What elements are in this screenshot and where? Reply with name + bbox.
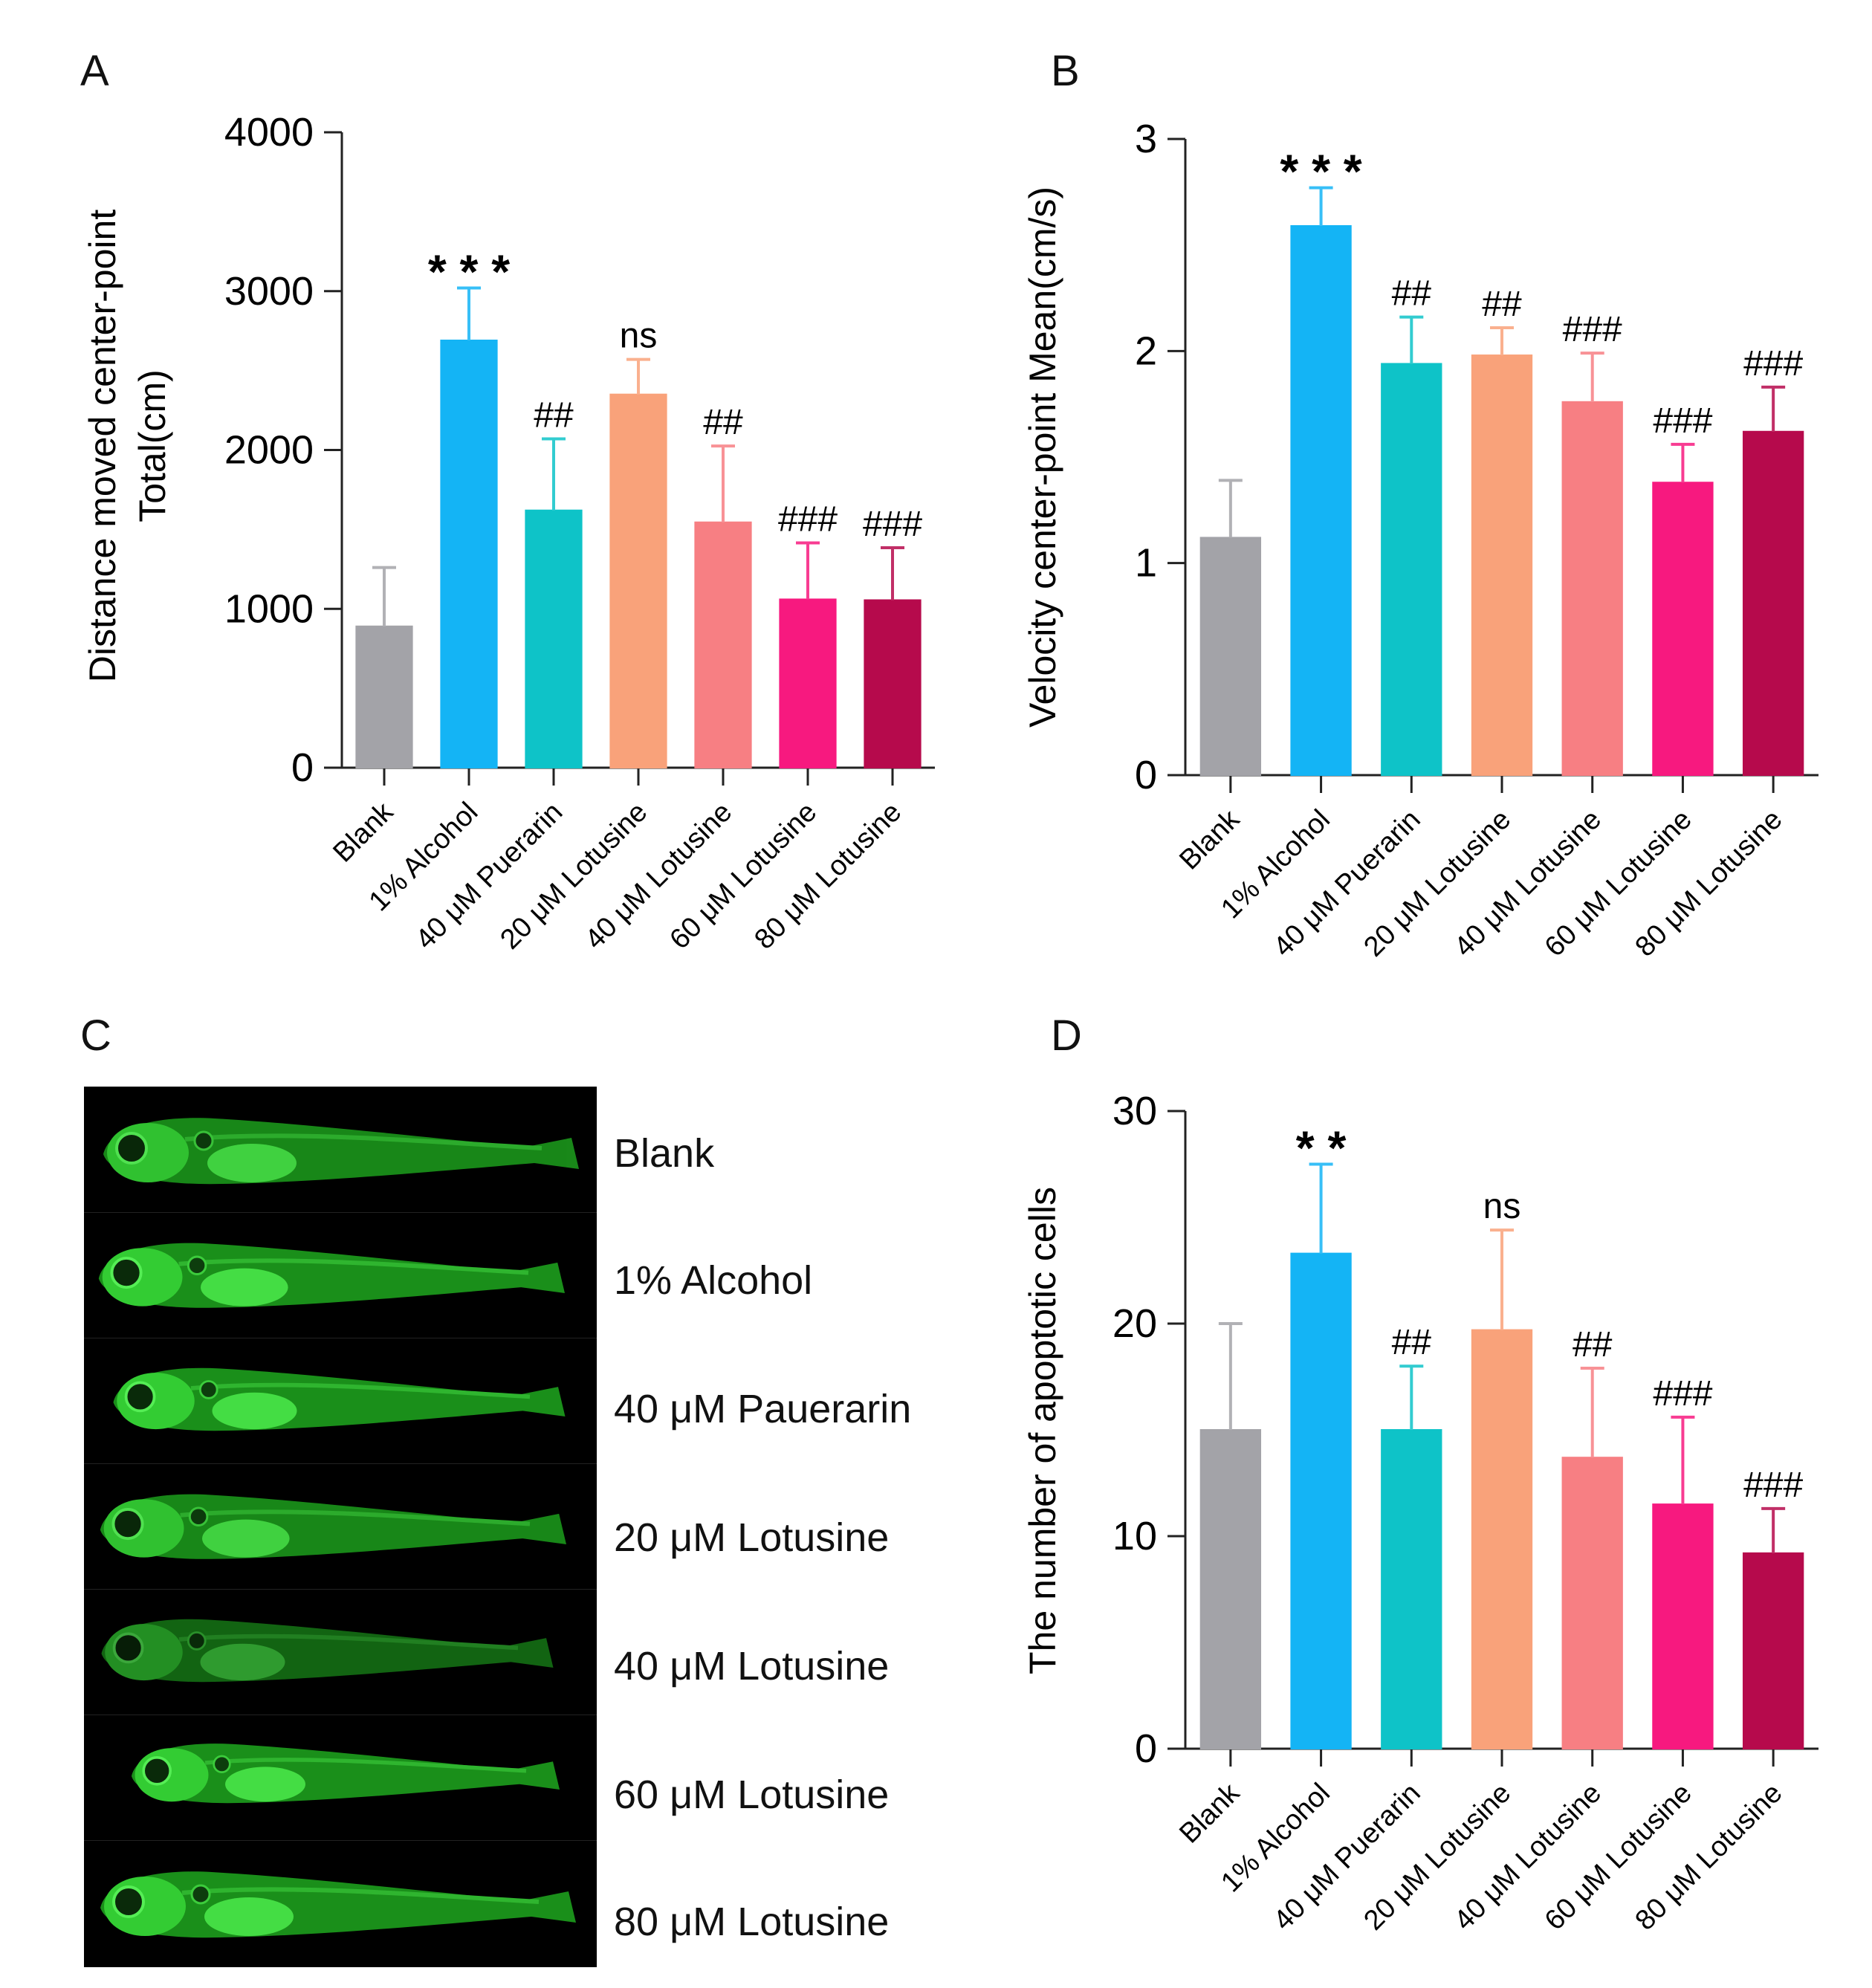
significance-label: * * (1296, 1121, 1347, 1175)
y-tick-label: 4000 (224, 110, 314, 155)
fish-silhouette (113, 1367, 566, 1431)
bar (1652, 482, 1714, 776)
fish-image (84, 1338, 597, 1464)
y-axis-label: Velocity center-point Mean(cm/s) (1022, 187, 1063, 728)
significance-label: ## (1392, 274, 1432, 314)
bar (355, 625, 413, 769)
y-tick-label: 20 (1112, 1301, 1157, 1346)
significance-label: ## (1392, 1323, 1432, 1362)
x-tick-label: 40 μM Lotusine (579, 797, 738, 956)
significance-label: ### (1743, 344, 1803, 383)
fish-label: 60 μM Lotusine (614, 1772, 890, 1817)
fish-silhouette (98, 1243, 566, 1308)
bar (525, 509, 583, 768)
fish-label: 20 μM Lotusine (614, 1515, 890, 1560)
significance-label: ns (1483, 1187, 1521, 1226)
significance-label: * * * (1280, 145, 1361, 198)
bar (1652, 1503, 1714, 1749)
significance-label: ## (1573, 1325, 1613, 1364)
chart-a: Distance moved center-point Total(cm) 0 100… (82, 110, 935, 956)
panel-letter-d: D (1051, 1011, 1082, 1060)
x-tick-label: Blank (327, 796, 400, 869)
fish-image (84, 1087, 597, 1213)
fish-label: Blank (614, 1131, 715, 1176)
fish-image (84, 1715, 597, 1841)
y-tick-label: 2 (1135, 328, 1157, 373)
fish-image (84, 1589, 597, 1715)
y-tick-label: 3 (1135, 117, 1157, 161)
significance-label: ### (1653, 401, 1712, 441)
panel-letter-c: C (80, 1011, 111, 1060)
significance-label: ### (778, 500, 838, 540)
bar (609, 393, 667, 768)
x-tick-label: 80 μM Lotusine (748, 797, 907, 956)
bar (694, 521, 752, 768)
x-tick-label: 60 μM Lotusine (664, 797, 823, 956)
bar (1381, 1429, 1442, 1749)
y-tick-label: 0 (1135, 753, 1157, 797)
bar (1290, 1252, 1352, 1749)
bar (1290, 224, 1352, 776)
significance-label: ### (1563, 310, 1622, 349)
fish-silhouette (132, 1743, 560, 1804)
x-tick-label: 20 μM Lotusine (494, 797, 653, 956)
fish-silhouette (101, 1619, 554, 1683)
bar (1199, 537, 1262, 777)
y-tick-label: 30 (1112, 1089, 1157, 1133)
y-tick-label: 0 (1135, 1726, 1157, 1771)
fluorescence-image-panel (84, 1087, 597, 1967)
bar (440, 340, 498, 768)
y-axis-label: Distance moved center-point (82, 210, 123, 683)
y-axis-label: The number of apoptotic cells (1022, 1187, 1063, 1674)
significance-label: ## (1482, 285, 1522, 324)
fish-silhouette (100, 1494, 567, 1559)
fish-silhouette (103, 1118, 579, 1185)
y-tick-label: 3000 (224, 269, 314, 314)
bar (1742, 430, 1804, 776)
fish-silhouette (100, 1871, 576, 1938)
fish-label: 1% Alcohol (614, 1258, 813, 1303)
x-tick-label: Blank (1173, 803, 1246, 876)
y-tick-label: 1 (1135, 541, 1157, 586)
x-tick-label: 40 μM Puerarin (409, 797, 569, 956)
bar (1561, 401, 1623, 777)
significance-label: ns (620, 317, 658, 356)
bar (1471, 354, 1533, 777)
fish-image (84, 1463, 597, 1590)
y-tick-label: 2000 (224, 428, 314, 473)
bar (864, 599, 922, 769)
y-tick-label: 10 (1112, 1514, 1157, 1558)
significance-label: ### (1743, 1466, 1803, 1505)
bar (1199, 1429, 1262, 1749)
chart-b: Velocity center-point Mean(cm/s) 0 1 2 3 Blan… (1022, 117, 1818, 963)
chart-d: The number of apoptotic cells 0 10 20 30 Blan… (1022, 1089, 1818, 1937)
fish-label: 40 μM Pauerarin (614, 1387, 912, 1431)
panel-letter-b: B (1051, 47, 1080, 95)
fish-image (84, 1840, 597, 1966)
panel-letter-a: A (80, 47, 109, 95)
bar (1561, 1457, 1623, 1749)
significance-label: ### (1653, 1374, 1712, 1414)
significance-label: * * * (428, 245, 510, 298)
y-axis-label: Total(cm) (132, 369, 173, 522)
significance-label: ## (703, 403, 743, 442)
significance-label: ## (534, 396, 574, 436)
significance-label: ### (863, 505, 922, 544)
y-tick-label: 1000 (224, 586, 314, 631)
bar (1381, 363, 1442, 777)
x-tick-label: Blank (1173, 1777, 1246, 1850)
bar (1471, 1329, 1533, 1749)
fish-label: 40 μM Lotusine (614, 1644, 890, 1688)
y-tick-label: 0 (291, 745, 314, 790)
bar (779, 598, 837, 768)
fish-label: 80 μM Lotusine (614, 1900, 890, 1944)
fish-image (84, 1212, 597, 1338)
bar (1742, 1552, 1804, 1749)
